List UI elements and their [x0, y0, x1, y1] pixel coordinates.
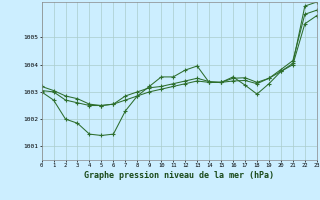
X-axis label: Graphe pression niveau de la mer (hPa): Graphe pression niveau de la mer (hPa) [84, 171, 274, 180]
